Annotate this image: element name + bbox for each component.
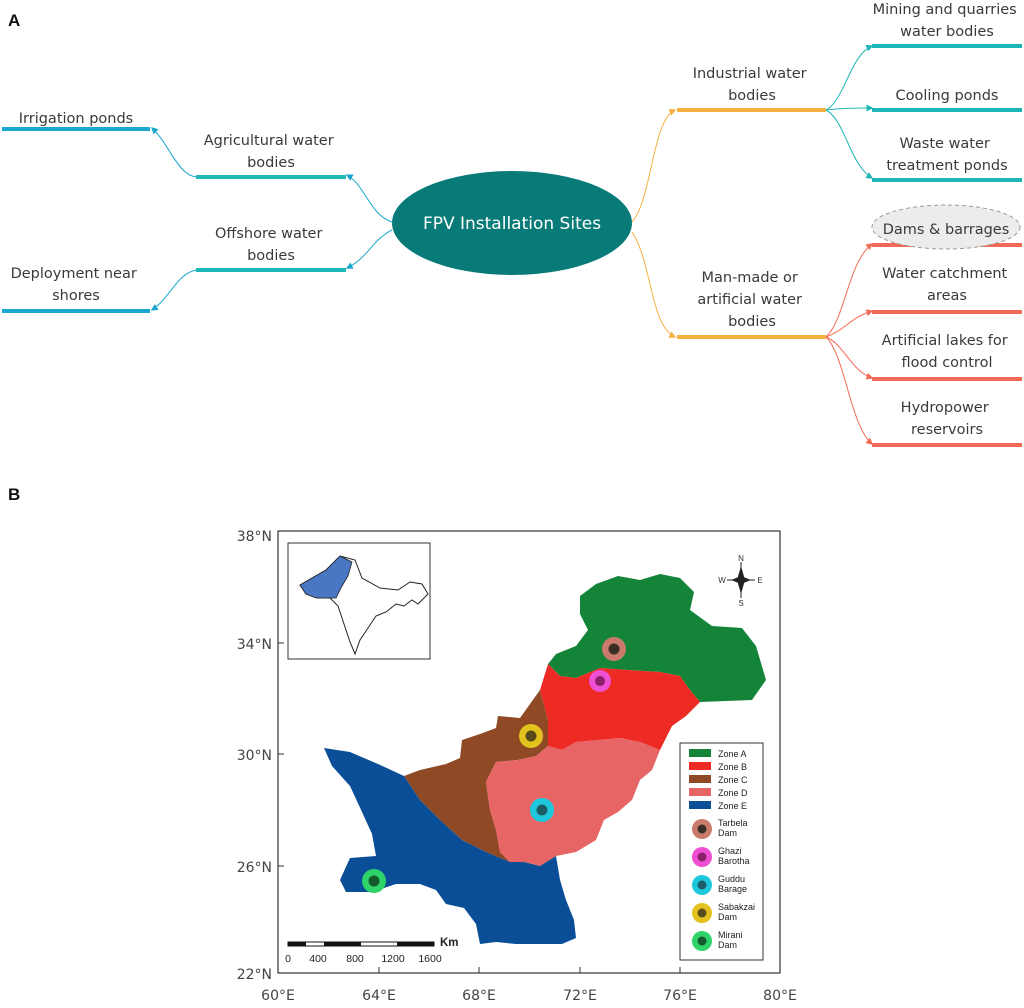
connector-industrial-waste — [825, 109, 874, 179]
legend-zone-a: Zone A — [689, 749, 747, 759]
inset-map — [287, 542, 431, 660]
connector-industrial-mining — [825, 44, 874, 111]
mining-label: Mining and quarries water bodies — [873, 2, 1022, 40]
svg-text:Zone E: Zone E — [718, 801, 747, 811]
connector-industrial-cooling — [825, 104, 874, 112]
waste-label: Waste water treatment ponds — [886, 136, 1007, 174]
svg-text:E: E — [757, 576, 762, 585]
left-connectors — [150, 127, 393, 311]
connector-offshore-shores — [150, 269, 198, 311]
guddu-barage-marker — [530, 798, 554, 822]
connector-manmade-catchment — [825, 309, 874, 338]
sabakzai-dam-marker — [519, 724, 543, 748]
legend-ghazi-label: Ghazi Barotha — [718, 846, 750, 866]
panel-b: B 38°N 34°N 30°N 26°N 22°N 60°E 64°E 68°… — [8, 485, 797, 1004]
catchment-label: Water catchment areas — [882, 266, 1012, 304]
x-tick-60: 60°E — [261, 988, 295, 1004]
shores-label: Deployment near shores — [11, 266, 142, 304]
site-markers — [362, 637, 626, 893]
connector-manmade-dams — [825, 243, 874, 338]
legend-sabakzai-label: Sabakzai Dam — [718, 902, 758, 922]
compass-icon: N S E W — [718, 554, 762, 608]
connector-center-agricultural — [345, 174, 393, 223]
ghazi-barotha-marker — [589, 670, 611, 692]
agricultural-label: Agricultural water bodies — [204, 133, 339, 171]
x-tick-72: 72°E — [563, 988, 597, 1004]
scale-bar: Km 0 400 800 1200 1600 — [285, 937, 458, 965]
industrial-label: Industrial water bodies — [693, 66, 812, 104]
legend-ghazi: Ghazi Barotha — [692, 846, 750, 867]
x-axis: 60°E 64°E 68°E 72°E 76°E 80°E — [261, 967, 797, 1004]
x-tick-76: 76°E — [663, 988, 697, 1004]
svg-text:Zone A: Zone A — [718, 749, 747, 759]
panel-b-letter: B — [8, 485, 20, 504]
connector-manmade-lakes — [825, 336, 874, 380]
dams-highlight-ellipse — [871, 204, 1021, 250]
legend-zone-c: Zone C — [689, 775, 748, 785]
center-node — [392, 171, 632, 275]
left-underlines — [2, 127, 346, 313]
panel-a: A — [2, 2, 1022, 447]
inset-pakistan-highlight — [299, 555, 353, 599]
connector-agricultural-irrigation — [150, 127, 198, 178]
scale-unit: Km — [440, 937, 459, 949]
offshore-label: Offshore water bodies — [215, 226, 327, 264]
lakes-label: Artificial lakes for flood control — [882, 333, 1013, 371]
connector-center-manmade — [631, 231, 677, 338]
legend-zone-e: Zone E — [689, 801, 747, 811]
connector-manmade-hydro — [825, 336, 874, 445]
legend-zone-b: Zone B — [689, 762, 747, 772]
x-tick-80: 80°E — [763, 988, 797, 1004]
y-axis: 38°N 34°N 30°N 26°N 22°N — [237, 529, 284, 983]
svg-text:1200: 1200 — [381, 953, 405, 965]
svg-text:Zone B: Zone B — [718, 762, 747, 772]
right-underlines — [677, 44, 1022, 447]
svg-text:400: 400 — [309, 953, 327, 965]
connector-center-offshore — [345, 229, 393, 269]
irrigation-label: Irrigation ponds — [19, 111, 133, 127]
legend-mirani-label: Mirani Dam — [718, 930, 745, 950]
svg-text:0: 0 — [285, 953, 291, 965]
svg-text:Zone C: Zone C — [718, 775, 748, 785]
y-tick-34: 34°N — [237, 637, 272, 653]
tarbela-dam-marker — [602, 637, 626, 661]
y-tick-38: 38°N — [237, 529, 272, 545]
center-node-label: FPV Installation Sites — [423, 214, 601, 234]
svg-text:S: S — [738, 599, 743, 608]
cooling-label: Cooling ponds — [896, 88, 999, 104]
x-tick-64: 64°E — [362, 988, 396, 1004]
svg-text:800: 800 — [346, 953, 364, 965]
legend-zone-d: Zone D — [689, 788, 748, 798]
panel-a-letter: A — [8, 11, 20, 30]
svg-text:W: W — [718, 576, 726, 585]
manmade-label: Man-made or artificial water bodies — [697, 270, 806, 330]
zone-d-region — [486, 738, 660, 866]
right-connectors — [631, 44, 874, 445]
y-tick-30: 30°N — [237, 748, 272, 764]
legend-sabakzai: Sabakzai Dam — [692, 902, 758, 923]
legend-tarbela: Tarbela Dam — [692, 818, 750, 839]
zone-b-region — [540, 664, 700, 750]
x-tick-68: 68°E — [462, 988, 496, 1004]
svg-text:Zone D: Zone D — [718, 788, 748, 798]
dams-label: Dams & barrages — [883, 222, 1010, 238]
legend: Zone A Zone B Zone C Zone D Zone E — [679, 742, 764, 961]
y-tick-26: 26°N — [237, 860, 272, 876]
y-tick-22: 22°N — [237, 967, 272, 983]
svg-text:1600: 1600 — [418, 953, 442, 965]
hydro-label: Hydropower reservoirs — [901, 400, 994, 438]
zone-c-region — [404, 690, 548, 862]
legend-mirani: Mirani Dam — [692, 930, 745, 951]
connector-center-industrial — [631, 109, 677, 223]
zone-a-region — [548, 574, 766, 702]
legend-guddu-label: Guddu Barage — [718, 874, 748, 894]
legend-guddu: Guddu Barage — [692, 874, 748, 895]
svg-text:N: N — [738, 554, 744, 563]
mirani-dam-marker — [362, 869, 386, 893]
legend-tarbela-label: Tarbela Dam — [718, 818, 750, 838]
zone-e-region — [324, 748, 576, 944]
